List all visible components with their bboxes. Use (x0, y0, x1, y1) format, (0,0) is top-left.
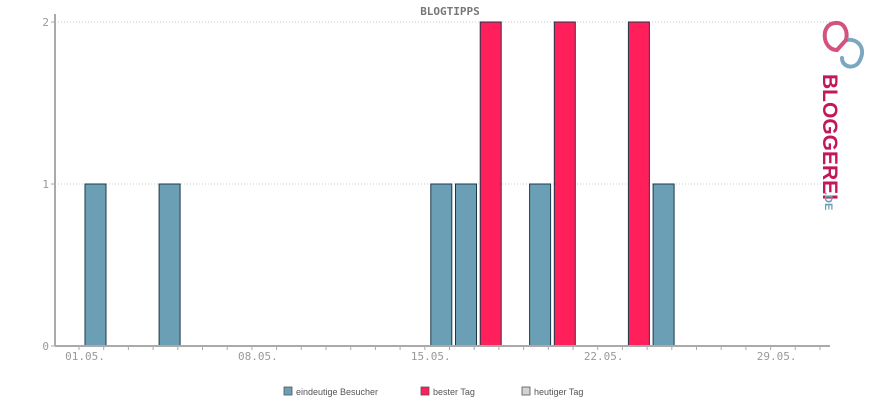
legend-label-2: heutiger Tag (534, 387, 583, 397)
legend: eindeutige Besucher bester Tag heutiger Ta… (283, 386, 583, 397)
x-tick-label-8: 08.05. (238, 350, 278, 363)
legend-swatch-2 (521, 386, 531, 396)
logo-suffix: .DE (822, 192, 834, 210)
logo-text: BLOGGEREI (818, 74, 841, 200)
bar-besucher-19 (529, 183, 552, 347)
bar-bester-tag-20 (553, 21, 576, 347)
bar-bester-tag-17 (479, 21, 502, 347)
x-tick-label-29: 29.05. (757, 350, 797, 363)
y-tick-label-1: 1 (42, 178, 49, 191)
x-tick-label-1: 01.05. (65, 350, 105, 363)
bar-bester-tag-23 (627, 21, 650, 347)
x-tick-label-22: 22.05. (584, 350, 624, 363)
legend-swatch-1 (420, 386, 430, 396)
grid (55, 21, 830, 185)
legend-label-0: eindeutige Besucher (296, 387, 378, 397)
logo-mark-icon (822, 20, 865, 69)
x-tick-label-15: 15.05. (411, 350, 451, 363)
bar-besucher-15 (430, 183, 453, 347)
bar-besucher-24 (652, 183, 675, 347)
legend-swatch-0 (283, 386, 293, 396)
bar-besucher-4 (158, 183, 181, 347)
y-tick-label-0: 0 (42, 340, 49, 353)
y-ticks: 0 1 2 (42, 16, 55, 353)
chart-title: BLOGTIPPS (420, 5, 480, 18)
axes (54, 14, 830, 347)
legend-label-1: bester Tag (433, 387, 475, 397)
bar-besucher-16 (455, 183, 477, 347)
bloggerei-logo: BLOGGEREI .DE (818, 20, 865, 210)
y-tick-label-2: 2 (42, 16, 49, 29)
bar-besucher-1 (84, 183, 107, 347)
x-ticks: 01.05. 08.05. 15.05. 22.05. 29.05. (65, 346, 821, 363)
